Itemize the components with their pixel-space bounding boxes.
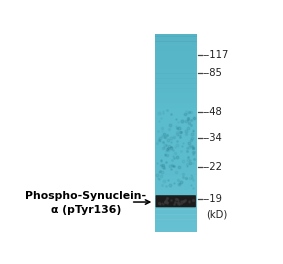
Bar bbox=[155, 202, 197, 205]
Bar bbox=[155, 192, 197, 195]
Bar bbox=[155, 108, 197, 111]
Bar bbox=[155, 212, 197, 215]
Bar bbox=[155, 125, 197, 128]
Bar bbox=[155, 36, 197, 39]
Bar bbox=[155, 81, 197, 84]
Bar bbox=[155, 69, 197, 71]
Bar bbox=[155, 98, 197, 101]
Bar bbox=[155, 138, 197, 140]
Bar bbox=[155, 54, 197, 56]
Text: Phospho-Synuclein-: Phospho-Synuclein- bbox=[25, 191, 146, 201]
Bar bbox=[155, 195, 197, 197]
Bar bbox=[155, 91, 197, 93]
Bar bbox=[155, 180, 197, 182]
Bar bbox=[155, 128, 197, 130]
Bar bbox=[155, 197, 197, 200]
Bar bbox=[155, 76, 197, 79]
Bar bbox=[155, 153, 197, 155]
Bar bbox=[155, 140, 197, 143]
Bar bbox=[155, 44, 197, 46]
Bar bbox=[155, 172, 197, 175]
Bar bbox=[155, 41, 197, 44]
Bar bbox=[155, 39, 197, 41]
Bar bbox=[155, 209, 197, 212]
Bar bbox=[155, 96, 197, 98]
Bar bbox=[155, 113, 197, 116]
Bar bbox=[155, 190, 197, 192]
Bar bbox=[155, 217, 197, 220]
Bar bbox=[155, 165, 197, 168]
Bar bbox=[155, 224, 197, 227]
Text: --85: --85 bbox=[203, 68, 222, 78]
Bar bbox=[155, 205, 197, 207]
Bar bbox=[155, 182, 197, 185]
Bar bbox=[155, 145, 197, 148]
Bar bbox=[155, 148, 197, 150]
Bar bbox=[155, 162, 197, 165]
Text: α (pTyr136): α (pTyr136) bbox=[51, 205, 121, 215]
Bar bbox=[155, 101, 197, 103]
Bar bbox=[155, 106, 197, 108]
Bar bbox=[155, 135, 197, 138]
Bar bbox=[155, 73, 197, 76]
Bar bbox=[155, 49, 197, 51]
Bar bbox=[155, 187, 197, 190]
Bar bbox=[155, 61, 197, 64]
Bar bbox=[155, 56, 197, 59]
Bar bbox=[155, 86, 197, 88]
Bar bbox=[155, 207, 197, 210]
Text: --117: --117 bbox=[203, 50, 229, 60]
Bar bbox=[155, 103, 197, 106]
Bar bbox=[155, 133, 197, 135]
Text: (kD): (kD) bbox=[206, 210, 227, 220]
Bar bbox=[155, 120, 197, 123]
Bar bbox=[155, 155, 197, 158]
Bar bbox=[155, 222, 197, 224]
Bar bbox=[155, 143, 197, 145]
Bar bbox=[155, 219, 197, 222]
Bar bbox=[155, 158, 197, 160]
Bar bbox=[155, 229, 197, 232]
Bar bbox=[155, 167, 197, 170]
Bar bbox=[155, 88, 197, 91]
Bar bbox=[155, 34, 197, 37]
Bar bbox=[155, 71, 197, 74]
Text: --34: --34 bbox=[203, 133, 222, 143]
Bar bbox=[155, 170, 197, 173]
Bar bbox=[155, 111, 197, 113]
Bar bbox=[155, 78, 197, 81]
Bar bbox=[155, 200, 197, 202]
FancyBboxPatch shape bbox=[156, 195, 196, 207]
Bar bbox=[155, 64, 197, 66]
Bar bbox=[155, 116, 197, 118]
Bar bbox=[155, 118, 197, 121]
Text: --22: --22 bbox=[203, 162, 222, 172]
Text: --19: --19 bbox=[203, 194, 222, 204]
Bar bbox=[155, 34, 197, 232]
Bar bbox=[155, 227, 197, 229]
Bar bbox=[155, 59, 197, 61]
Bar bbox=[155, 175, 197, 177]
Bar bbox=[155, 185, 197, 187]
Bar bbox=[155, 177, 197, 180]
Bar bbox=[155, 123, 197, 126]
Bar bbox=[155, 51, 197, 54]
Bar bbox=[155, 130, 197, 133]
Text: --48: --48 bbox=[203, 107, 222, 117]
Bar bbox=[155, 46, 197, 49]
Bar bbox=[155, 214, 197, 217]
Bar bbox=[155, 150, 197, 153]
Bar bbox=[155, 160, 197, 163]
Bar bbox=[155, 83, 197, 86]
Bar bbox=[155, 66, 197, 69]
Bar bbox=[155, 93, 197, 96]
